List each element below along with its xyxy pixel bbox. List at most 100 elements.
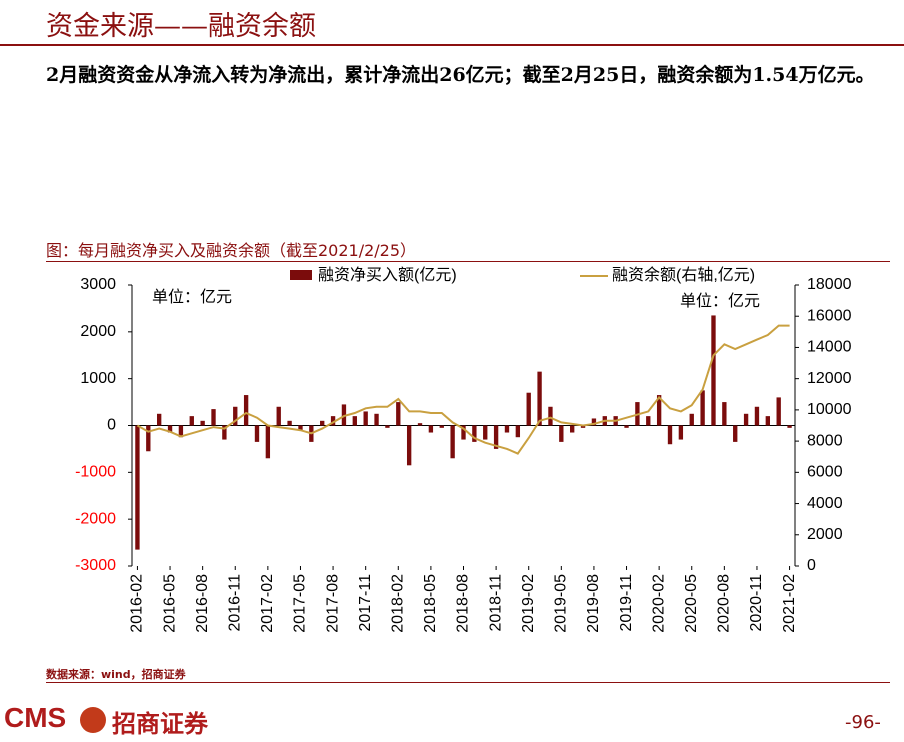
bar [276, 406, 281, 426]
bar [700, 390, 705, 426]
y-tick-label: -2000 [75, 510, 116, 527]
bar [450, 425, 455, 459]
bar [341, 404, 347, 426]
y2-tick-label: 12000 [807, 370, 852, 387]
bar [526, 392, 531, 426]
x-tick-label: 2016-11 [226, 574, 243, 632]
x-tick-label: 2020-08 [716, 574, 733, 633]
y2-tick-label: 6000 [807, 464, 843, 481]
bar [678, 425, 684, 440]
x-tick-label: 2018-11 [487, 574, 504, 632]
y2-tick-label: 16000 [807, 307, 852, 324]
bar [135, 425, 140, 550]
logo-icon [80, 707, 106, 733]
title-rule [0, 44, 904, 46]
bar [352, 416, 357, 426]
x-tick-label: 2016-08 [194, 574, 211, 633]
bar [559, 425, 564, 442]
bar [385, 425, 390, 428]
legend-label: 融资净买入额(亿元) [318, 266, 457, 284]
x-tick-label: 2017-08 [324, 574, 341, 633]
bar [178, 425, 184, 438]
bar [330, 416, 336, 426]
bar [167, 425, 173, 433]
bar [406, 425, 412, 466]
bar [254, 425, 260, 442]
bar [754, 406, 760, 426]
bar [428, 425, 434, 433]
bar [298, 425, 303, 431]
chart-title: 图：每月融资净买入及融资余额（截至2021/2/25） [46, 241, 417, 260]
bar [624, 425, 629, 428]
x-tick-label: 2021-02 [781, 574, 798, 633]
logo-latin: CMS [4, 702, 67, 733]
bar [711, 315, 716, 426]
bar [396, 402, 401, 426]
bar [537, 371, 542, 426]
legend-label: 融资余额(右轴,亿元) [612, 265, 755, 284]
bar [189, 416, 194, 426]
bar [743, 413, 749, 426]
slide-title: 资金来源——融资余额 [46, 11, 316, 42]
bar [722, 402, 727, 426]
y2-tick-label: 2000 [807, 526, 843, 543]
bar [472, 425, 477, 442]
bar [439, 425, 444, 428]
bar [548, 406, 553, 426]
x-tick-label: 2018-08 [455, 574, 472, 633]
bar [765, 416, 771, 426]
x-tick-label: 2019-11 [618, 574, 635, 632]
bar [493, 425, 499, 449]
x-tick-label: 2020-02 [650, 574, 667, 633]
bar [211, 409, 216, 426]
y2-tick-label: 10000 [807, 401, 852, 418]
bar [320, 420, 325, 426]
x-tick-label: 2016-02 [129, 574, 146, 633]
x-tick-label: 2020-05 [683, 574, 700, 633]
x-tick-label: 2019-05 [553, 574, 570, 633]
bar [656, 395, 662, 426]
x-tick-label: 2017-05 [292, 574, 309, 633]
bar [243, 395, 249, 426]
y-tick-label: 2000 [80, 323, 116, 340]
y-tick-label: -1000 [75, 464, 116, 481]
x-tick-label: 2017-02 [259, 574, 276, 633]
bar [146, 425, 151, 452]
page-number: -96- [845, 712, 881, 733]
y2-tick-label: 8000 [807, 432, 843, 449]
units-right: 单位：亿元 [680, 292, 760, 310]
bar [504, 425, 510, 433]
x-tick-label: 2019-02 [520, 574, 537, 633]
bar [200, 420, 205, 426]
bar [374, 413, 379, 426]
bar [461, 425, 466, 440]
bar [580, 425, 586, 428]
bar [233, 406, 238, 426]
bar [483, 425, 488, 440]
summary-text: 2月融资资金从净流入转为净流出，累计净流出26亿元；截至2月25日，融资余额为1… [46, 64, 875, 86]
y2-tick-label: 14000 [807, 339, 852, 356]
bar [646, 416, 651, 426]
bar [787, 425, 792, 428]
x-tick-label: 2017-11 [357, 574, 374, 632]
bar [570, 425, 575, 433]
y2-tick-label: 18000 [807, 276, 852, 293]
y2-tick-label: 4000 [807, 495, 843, 512]
bar [417, 423, 423, 426]
bar [591, 418, 597, 426]
bar [287, 420, 292, 426]
y-tick-label: 0 [107, 417, 116, 434]
logo-cn: 招商证券 [112, 710, 208, 738]
units-left: 单位：亿元 [152, 288, 232, 306]
y-tick-label: -3000 [75, 557, 116, 574]
y-tick-label: 3000 [80, 276, 116, 293]
x-tick-label: 2019-08 [585, 574, 602, 633]
x-tick-label: 2018-02 [390, 574, 407, 633]
y2-tick-label: 0 [807, 557, 816, 574]
legend-swatch [290, 270, 312, 280]
bar [363, 411, 368, 426]
bar [265, 425, 271, 459]
chart-rule [46, 261, 890, 262]
